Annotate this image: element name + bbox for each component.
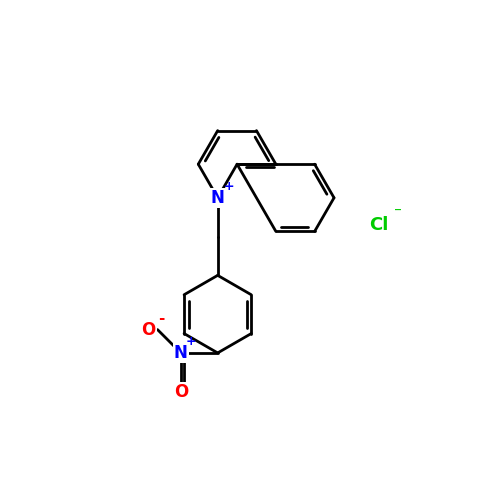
Text: N: N: [210, 189, 224, 207]
Text: -: -: [158, 311, 164, 326]
Text: O: O: [174, 383, 188, 401]
Text: +: +: [186, 336, 196, 348]
Text: +: +: [224, 180, 234, 193]
Text: O: O: [142, 320, 156, 338]
Text: N: N: [174, 344, 188, 362]
Text: ⁻: ⁻: [394, 206, 402, 221]
Text: Cl: Cl: [370, 216, 389, 234]
